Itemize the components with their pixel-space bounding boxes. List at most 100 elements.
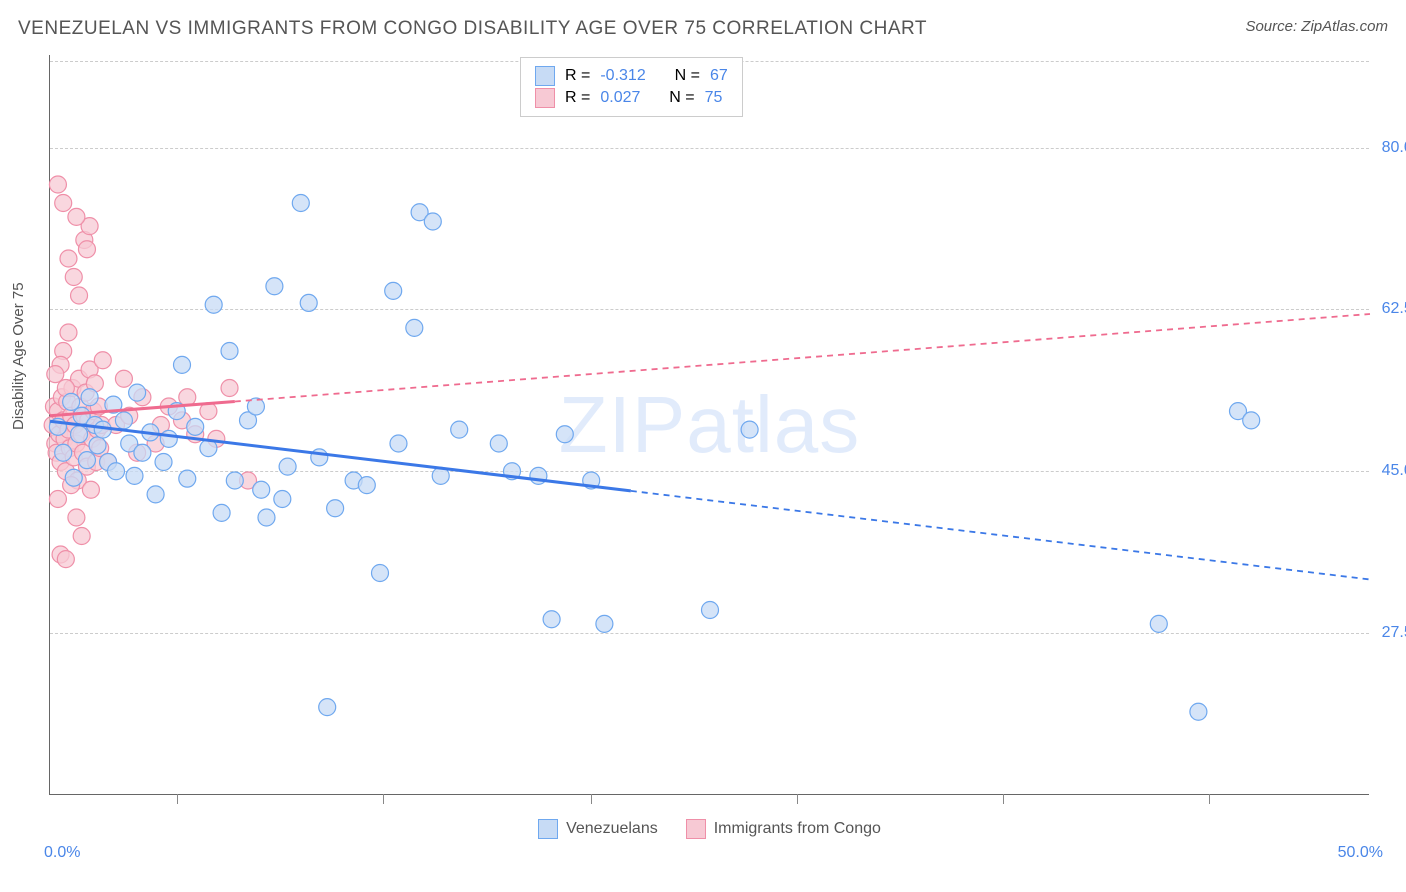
scatter-point [49,176,66,193]
scatter-point [73,528,90,545]
legend-label-a: Venezuelans [566,820,658,838]
scatter-point [82,481,99,498]
scatter-point [406,319,423,336]
scatter-point [390,435,407,452]
scatter-point [55,195,72,212]
scatter-point [274,491,291,508]
scatter-point [179,389,196,406]
r-value-a: -0.312 [600,67,645,85]
correlation-stats-box: R = -0.312 N = 67 R = 0.027 N = 75 [520,57,743,117]
x-tick [1003,794,1004,804]
legend-item-a: Venezuelans [538,819,658,839]
scatter-point [55,444,72,461]
y-tick-label: 80.0% [1382,139,1406,157]
r-label: R = [565,67,590,85]
n-value-b: 75 [705,89,723,107]
scatter-point [179,470,196,487]
scatter-point [60,250,77,267]
swatch-series-a [535,66,555,86]
stats-row-series-b: R = 0.027 N = 75 [535,88,728,108]
r-label: R = [565,89,590,107]
scatter-point [1190,703,1207,720]
scatter-point [94,352,111,369]
scatter-point [358,477,375,494]
legend-item-b: Immigrants from Congo [686,819,881,839]
scatter-point [327,500,344,517]
scatter-point [81,389,98,406]
y-tick-label: 27.5% [1382,624,1406,642]
scatter-point [134,444,151,461]
scatter-point [213,504,230,521]
scatter-point [155,454,172,471]
x-tick [1209,794,1210,804]
y-tick-label: 62.5% [1382,300,1406,318]
stats-row-series-a: R = -0.312 N = 67 [535,66,728,86]
scatter-point [78,241,95,258]
y-tick-label: 45.0% [1382,462,1406,480]
scatter-point [160,430,177,447]
scatter-point [187,418,204,435]
scatter-point [543,611,560,628]
scatter-point [68,208,85,225]
source-attribution: Source: ZipAtlas.com [1245,18,1388,35]
scatter-point [71,287,88,304]
scatter-point [221,380,238,397]
scatter-point [385,282,402,299]
scatter-point [253,481,270,498]
chart-title: VENEZUELAN VS IMMIGRANTS FROM CONGO DISA… [18,18,927,40]
scatter-point [451,421,468,438]
legend-swatch-a [538,819,558,839]
scatter-point [63,393,80,410]
y-axis-label: Disability Age Over 75 [10,282,27,430]
scatter-point [319,699,336,716]
scatter-point [741,421,758,438]
legend-label-b: Immigrants from Congo [714,820,881,838]
scatter-point [1243,412,1260,429]
scatter-point [205,296,222,313]
scatter-point [108,463,125,480]
scatter-point [60,324,77,341]
r-value-b: 0.027 [600,89,640,107]
bottom-legend: Venezuelans Immigrants from Congo [50,819,1369,839]
legend-swatch-b [686,819,706,839]
x-tick-label-max: 50.0% [1338,844,1383,862]
scatter-point [65,269,82,286]
scatter-point [490,435,507,452]
scatter-point [147,486,164,503]
scatter-point [1150,615,1167,632]
scatter-point [71,426,88,443]
scatter-point [556,426,573,443]
scatter-point [300,294,317,311]
trendline-dashed [235,314,1370,402]
scatter-point [89,437,106,454]
x-tick-label-min: 0.0% [44,844,80,862]
scatter-point [266,278,283,295]
scatter-point [68,509,85,526]
n-value-a: 67 [710,67,728,85]
scatter-point [596,615,613,632]
chart-area: ZIPatlas 27.5%45.0%62.5%80.0% R = -0.312… [49,55,1369,795]
scatter-point [292,195,309,212]
scatter-plot-svg [50,55,1369,794]
scatter-point [372,565,389,582]
scatter-point [129,384,146,401]
swatch-series-b [535,88,555,108]
scatter-point [57,551,74,568]
scatter-point [126,467,143,484]
x-tick [177,794,178,804]
scatter-point [115,412,132,429]
scatter-point [78,452,95,469]
x-tick [383,794,384,804]
scatter-point [65,469,82,486]
x-tick [797,794,798,804]
n-label: N = [675,67,700,85]
scatter-point [174,356,191,373]
scatter-point [279,458,296,475]
trendline-dashed [631,491,1370,580]
header: VENEZUELAN VS IMMIGRANTS FROM CONGO DISA… [18,18,1388,40]
scatter-point [49,491,66,508]
scatter-point [702,602,719,619]
scatter-point [47,366,64,383]
scatter-point [226,472,243,489]
scatter-point [115,370,132,387]
